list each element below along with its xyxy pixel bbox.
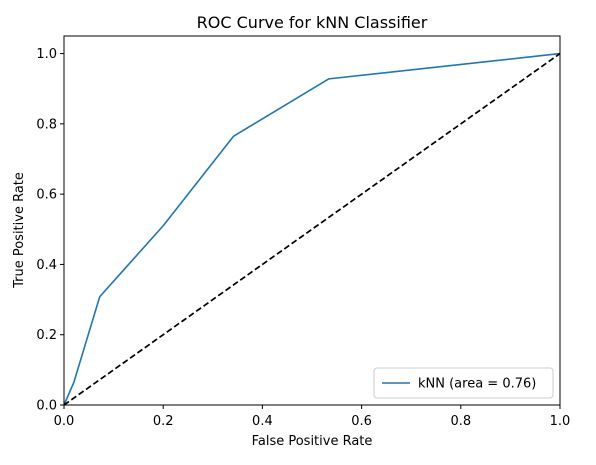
y-tick-label: 0.0 bbox=[36, 399, 57, 414]
x-tick-label: 0.2 bbox=[153, 414, 174, 429]
x-axis-ticks: 0.0 0.2 0.4 0.6 0.8 1.0 bbox=[54, 405, 571, 429]
legend: kNN (area = 0.76) bbox=[373, 367, 554, 399]
legend-entry-label: kNN (area = 0.76) bbox=[418, 377, 536, 392]
chart-title: ROC Curve for kNN Classifier bbox=[197, 13, 428, 32]
y-tick-label: 0.8 bbox=[36, 117, 57, 132]
plot-frame bbox=[63, 35, 561, 406]
y-tick-label: 0.4 bbox=[36, 258, 57, 273]
plot-area bbox=[63, 52, 561, 406]
x-tick-label: 0.6 bbox=[351, 414, 372, 429]
y-tick-label: 1.0 bbox=[36, 47, 57, 62]
legend-box bbox=[373, 367, 554, 399]
y-tick-label: 0.2 bbox=[36, 328, 57, 343]
chance-diagonal-line bbox=[63, 52, 561, 406]
series-line-knn bbox=[63, 52, 561, 406]
x-tick-label: 0.4 bbox=[252, 414, 273, 429]
y-tick-label: 0.6 bbox=[36, 188, 57, 203]
x-axis-label: False Positive Rate bbox=[252, 434, 373, 449]
x-tick-label: 1.0 bbox=[550, 414, 571, 429]
y-axis-ticks: 0.0 0.2 0.4 0.6 0.8 1.0 bbox=[36, 47, 64, 414]
x-tick-label: 0.0 bbox=[54, 414, 75, 429]
x-tick-label: 0.8 bbox=[450, 414, 471, 429]
y-axis-label: True Positive Rate bbox=[12, 172, 27, 289]
